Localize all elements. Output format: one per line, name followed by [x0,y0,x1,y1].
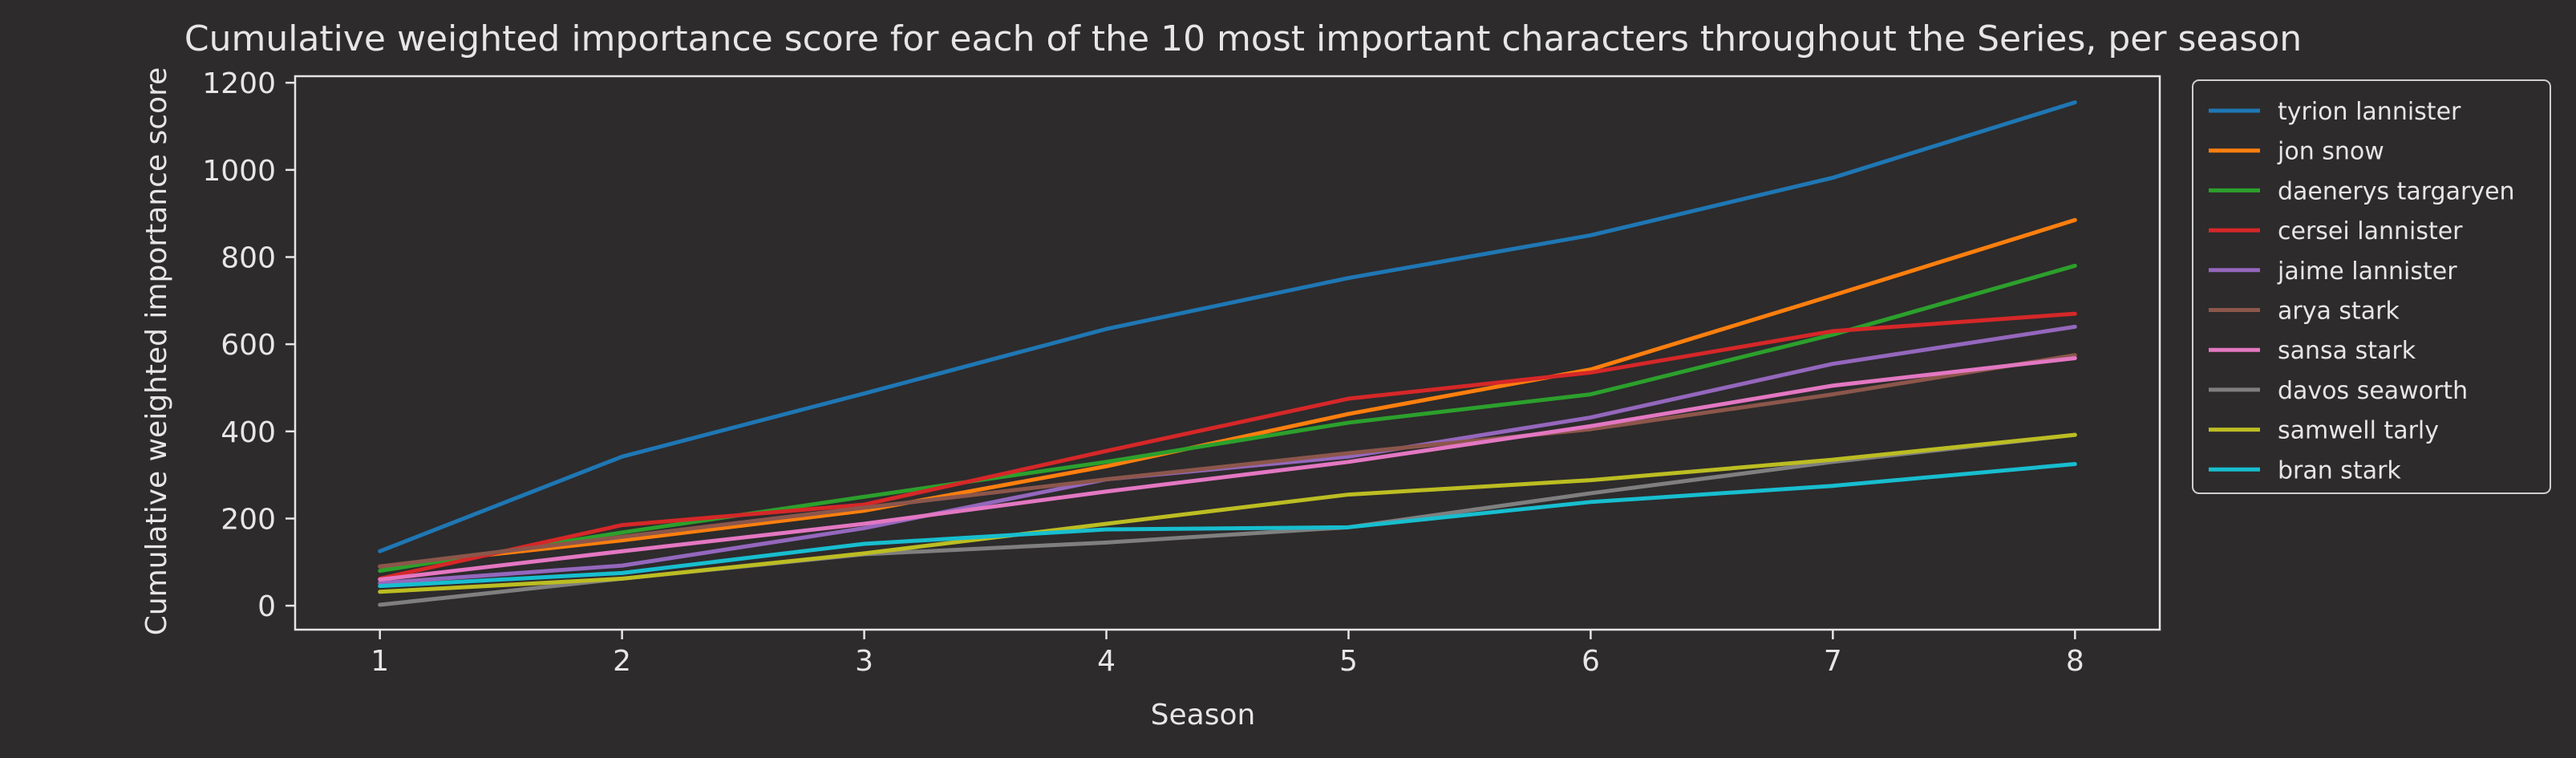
x-tick-label: 7 [1824,645,1842,678]
legend-label: daenerys targaryen [2278,177,2515,205]
legend-label: cersei lannister [2278,217,2463,245]
x-tick-label: 1 [371,645,389,678]
legend-label: sansa stark [2278,337,2416,365]
x-axis-label: Season [1151,699,1256,732]
y-tick-label: 800 [221,241,276,274]
x-tick-label: 8 [2066,645,2084,678]
series-line-bran-stark [378,462,2077,589]
y-tick-label: 600 [221,329,276,362]
legend-label: jaime lannister [2277,257,2457,286]
series-line-jon-snow [378,217,2077,569]
legend-label: arya stark [2278,298,2400,326]
series-line-cersei-lannister [378,311,2077,581]
series-line-arya-stark [378,353,2077,569]
legend-label: jon snow [2277,138,2384,166]
series-line-daenerys-targaryen [378,263,2077,574]
series-line-samwell-tarly [378,432,2077,594]
x-tick-label: 2 [613,645,631,678]
legend-label: samwell tarly [2278,417,2439,445]
y-axis-label: Cumulative weighted importance score [140,67,173,636]
legend-label: bran stark [2278,456,2401,484]
legend-label: tyrion lannister [2278,98,2461,126]
axis-ticks: 1 2 3 4 5 6 7 8 0 200 400 600 800 1000 1200 [202,67,2084,678]
x-tick-label: 3 [855,645,873,678]
y-tick-label: 200 [221,503,276,536]
y-tick-label: 400 [221,416,276,449]
x-tick-label: 4 [1097,645,1116,678]
x-tick-label: 6 [1582,645,1600,678]
series-line-tyrion-lannister [378,100,2077,553]
y-tick-label: 1200 [202,67,276,100]
x-tick-label: 5 [1339,645,1358,678]
chart-title: Cumulative weighted importance score for… [184,18,2302,59]
y-tick-label: 1000 [202,155,276,188]
plot-area-frame [294,75,2161,631]
y-tick-label: 0 [257,590,276,623]
legend: tyrion lannister jon snow daenerys targary… [2192,79,2551,494]
series-lines [378,100,2077,607]
legend-box [2192,79,2551,494]
legend-label: davos seaworth [2278,377,2468,405]
series-line-sansa-stark [378,356,2077,582]
